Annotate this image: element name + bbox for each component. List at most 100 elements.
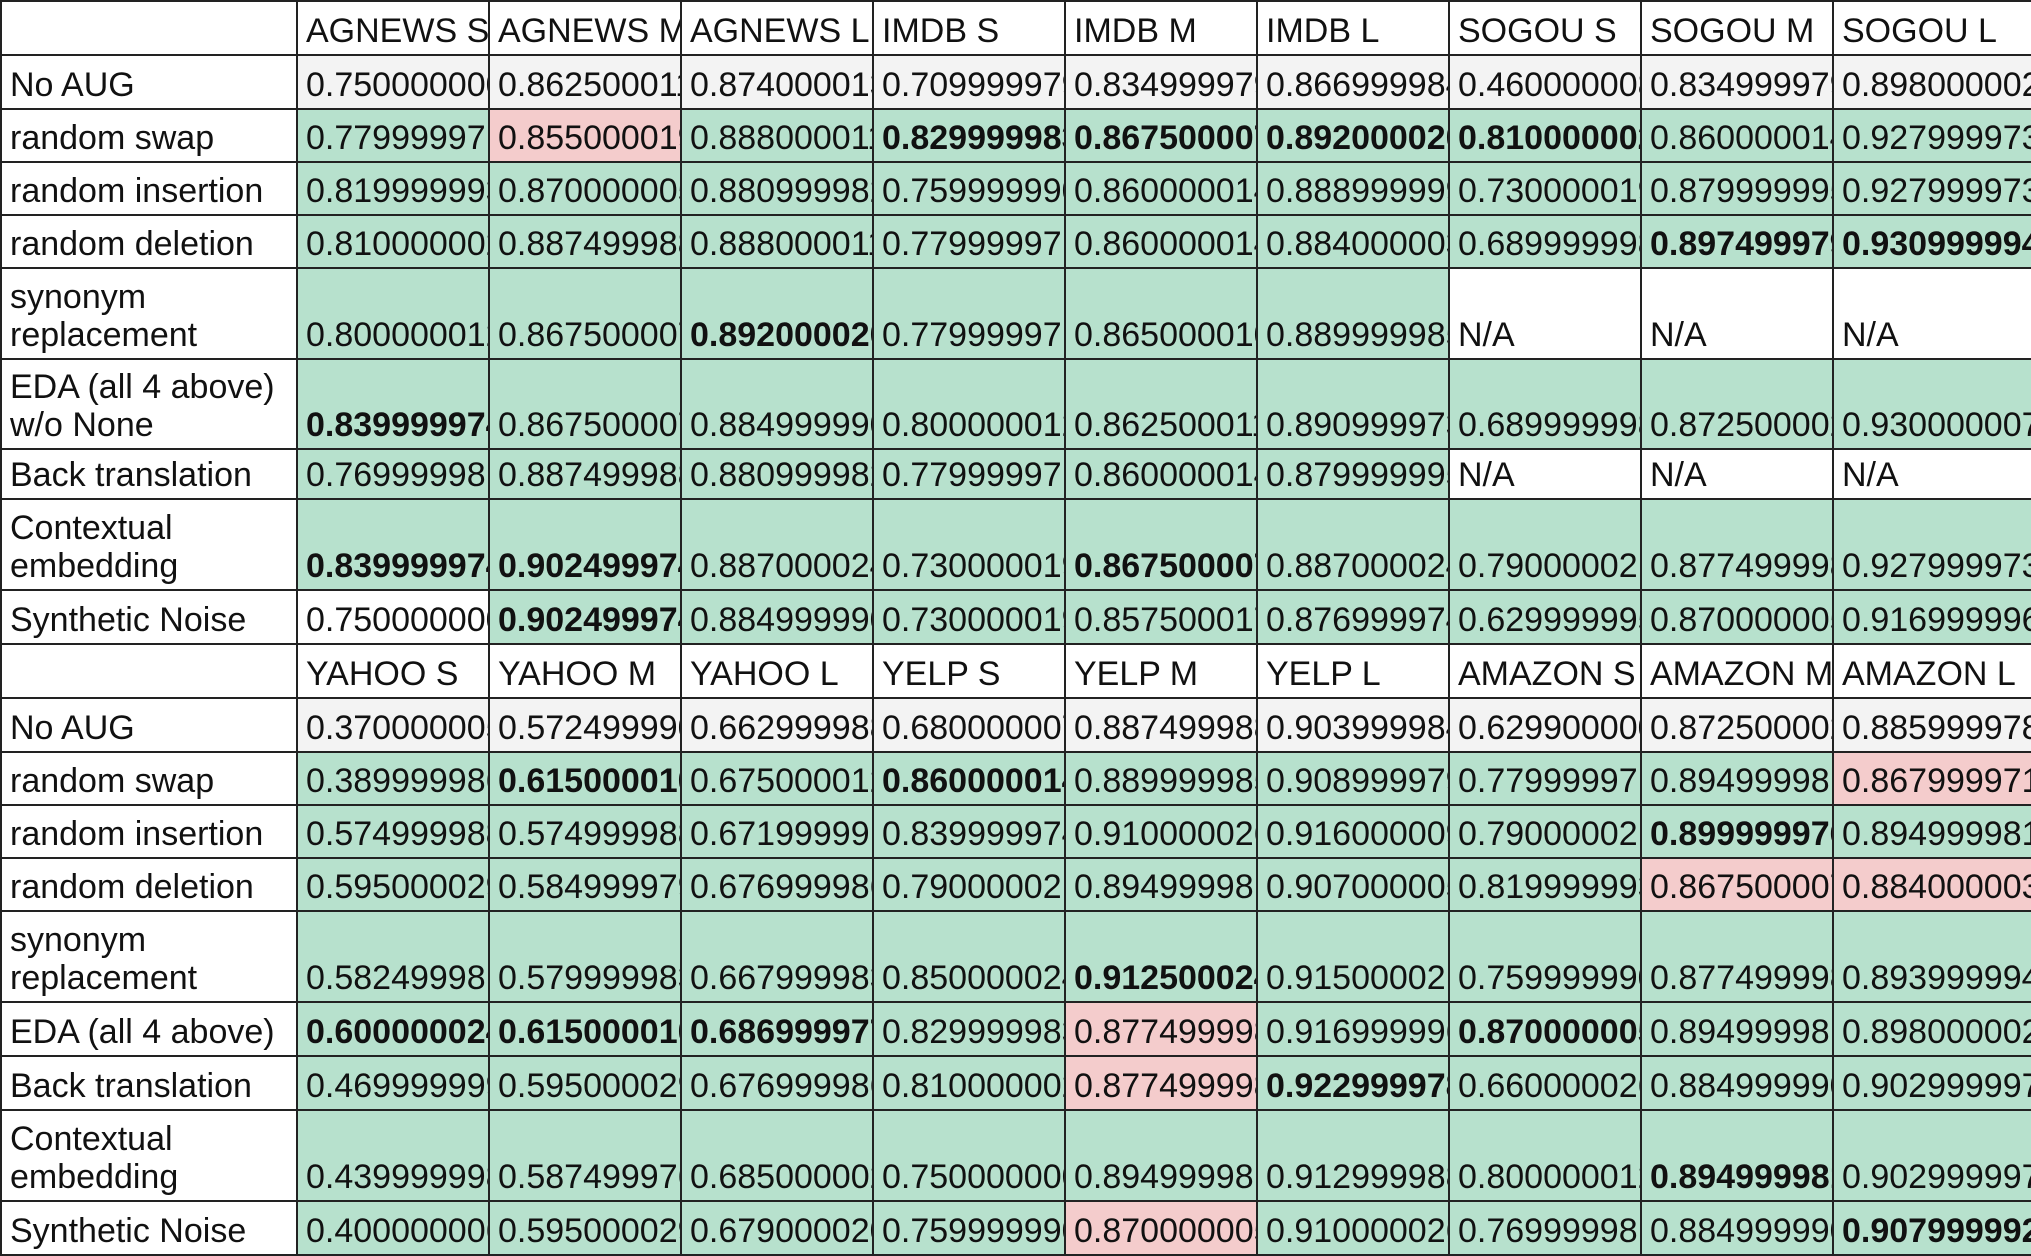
score-cell: 0.915000021	[1256, 910, 1450, 1003]
score-cell: 0.872500002	[1640, 357, 1834, 451]
score-cell: 0.894999981	[1640, 1109, 1834, 1202]
table-row: EDA (all 4 above) w/o None 0.839999974 0.8…	[0, 357, 2031, 451]
row-label: Back translation	[0, 1054, 298, 1112]
score-cell: 0.887499988	[488, 213, 682, 270]
score-cell: 0.888999999	[1256, 160, 1450, 217]
score-cell: 0.810000002	[1448, 107, 1642, 163]
table-row: random deletion 0.810000002 0.887499988 0.8…	[0, 213, 2031, 270]
score-cell: 0.867500007	[1640, 856, 1834, 913]
score-cell: 0.907999992	[1832, 1199, 2031, 1256]
score-cell: 0.662999988	[680, 697, 874, 753]
score-cell: 0.587499976	[488, 1109, 682, 1202]
column-header: IMDB M	[1064, 0, 1258, 57]
score-cell: 0.884000003	[1832, 856, 2031, 913]
score-cell: 0.899999976	[1640, 803, 1834, 860]
row-label: Contextual embedding	[0, 1109, 298, 1202]
score-cell: 0.910000026	[1256, 1199, 1450, 1256]
score-cell: 0.460000008	[1448, 54, 1642, 110]
score-cell: 0.860000014	[1064, 160, 1258, 217]
score-cell: 0.834999979	[1064, 54, 1258, 110]
score-cell: 0.894999981	[1640, 1000, 1834, 1057]
score-cell: 0.927999973	[1832, 498, 2031, 591]
score-cell: 0.615000010	[488, 1000, 682, 1057]
header-row: AGNEWS S AGNEWS M AGNEWS L IMDB S IMDB M IMDB…	[0, 0, 2031, 57]
column-header: IMDB L	[1256, 0, 1450, 57]
corner-cell	[0, 0, 298, 57]
table-row: No AUG 0.370000005 0.572499990 0.662999988 0…	[0, 697, 2031, 753]
corner-cell	[0, 642, 298, 700]
column-header: YELP S	[872, 642, 1066, 700]
row-label: No AUG	[0, 697, 298, 753]
score-cell: 0.888000011	[680, 107, 874, 163]
score-cell: 0.877499998	[1640, 910, 1834, 1003]
score-cell: 0.902499974	[488, 588, 682, 646]
row-label: EDA (all 4 above) w/o None	[0, 357, 298, 451]
score-cell: 0.689999998	[1448, 213, 1642, 270]
score-cell: 0.839999974	[872, 803, 1066, 860]
column-header: AMAZON L	[1832, 642, 2031, 700]
score-cell: 0.908999979	[1256, 750, 1450, 806]
score-cell: 0.916000009	[1256, 803, 1450, 860]
table-row: random insertion 0.574999988 0.574999988 0.…	[0, 803, 2031, 860]
score-cell: 0.839999974	[296, 498, 490, 591]
score-cell: 0.370000005	[296, 697, 490, 753]
row-label: synonym replacement	[0, 267, 298, 360]
score-cell: 0.879999995	[1256, 448, 1450, 501]
row-label: random deletion	[0, 213, 298, 270]
score-cell: 0.866999984	[1256, 54, 1450, 110]
score-cell: 0.894999981	[1640, 750, 1834, 806]
score-cell: 0.910000026	[1064, 803, 1258, 860]
row-label: Synthetic Noise	[0, 1199, 298, 1256]
score-cell: 0.800000012	[1448, 1109, 1642, 1202]
score-cell: N/A	[1832, 448, 2031, 501]
score-cell: 0.902999997	[1832, 1054, 2031, 1112]
table-row: synonym replacement 0.582499981 0.57999998…	[0, 910, 2031, 1003]
score-cell: 0.810000002	[872, 1054, 1066, 1112]
column-header: SOGOU S	[1448, 0, 1642, 57]
score-cell: 0.750000000	[296, 54, 490, 110]
table-row: No AUG 0.750000000 0.862500011 0.874000013 0…	[0, 54, 2031, 110]
score-cell: 0.759999990	[872, 160, 1066, 217]
score-cell: 0.877499998	[1640, 498, 1834, 591]
score-cell: 0.595000029	[488, 1199, 682, 1256]
score-cell: 0.629999995	[1448, 588, 1642, 646]
score-cell: 0.916999996	[1256, 1000, 1450, 1057]
table-row: Contextual embedding 0.839999974 0.9024999…	[0, 498, 2031, 591]
score-cell: 0.927999973	[1832, 107, 2031, 163]
score-cell: 0.887499988	[1064, 697, 1258, 753]
score-cell: 0.865000010	[1064, 267, 1258, 360]
score-cell: 0.800000012	[296, 267, 490, 360]
score-cell: 0.877499998	[1064, 1054, 1258, 1112]
score-cell: 0.870000005	[1448, 1000, 1642, 1057]
score-cell: 0.879999995	[1640, 160, 1834, 217]
score-cell: 0.887499988	[488, 448, 682, 501]
score-cell: 0.893999994	[1832, 910, 2031, 1003]
score-cell: 0.730000019	[1448, 160, 1642, 217]
score-cell: 0.750000000	[872, 1109, 1066, 1202]
score-cell: 0.675000012	[680, 750, 874, 806]
score-cell: 0.779999971	[1448, 750, 1642, 806]
score-cell: 0.819999993	[296, 160, 490, 217]
table-row: random swap 0.779999971 0.855000019 0.88800…	[0, 107, 2031, 163]
score-cell: 0.888000011	[680, 213, 874, 270]
score-cell: N/A	[1448, 448, 1642, 501]
score-cell: N/A	[1832, 267, 2031, 360]
score-cell: 0.930000007	[1832, 357, 2031, 451]
score-cell: 0.769999981	[296, 448, 490, 501]
table-row: Synthetic Noise 0.750000000 0.902499974 0.8…	[0, 588, 2031, 646]
score-cell: 0.894999981	[1064, 1109, 1258, 1202]
score-cell: 0.880999982	[680, 448, 874, 501]
score-cell: 0.629900000	[1448, 697, 1642, 753]
score-cell: 0.850000024	[872, 910, 1066, 1003]
table-row: random insertion 0.819999993 0.870000005 0.…	[0, 160, 2031, 217]
score-cell: 0.907000005	[1256, 856, 1450, 913]
score-cell: 0.679000020	[680, 1199, 874, 1256]
score-cell: 0.769999981	[1448, 1199, 1642, 1256]
score-cell: 0.829999983	[872, 1000, 1066, 1057]
score-cell: 0.870000005	[1640, 588, 1834, 646]
table-row: Back translation 0.469999999 0.595000029 0.…	[0, 1054, 2031, 1112]
score-cell: 0.779999971	[872, 267, 1066, 360]
score-cell: 0.872500002	[1640, 697, 1834, 753]
score-cell: 0.876999974	[1256, 588, 1450, 646]
